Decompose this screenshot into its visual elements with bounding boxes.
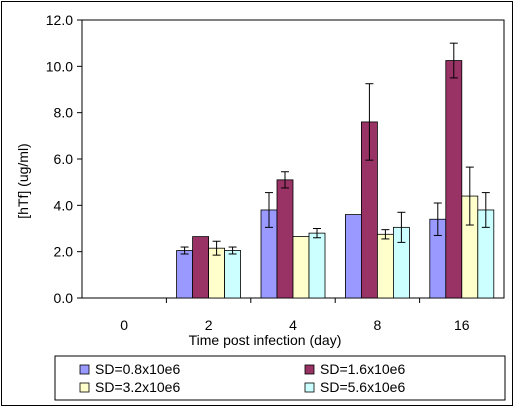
bar — [376, 233, 394, 299]
legend-label: SD=0.8x10e6 — [95, 361, 180, 377]
bar — [445, 60, 463, 299]
y-tick-label: 0.0 — [54, 290, 74, 306]
y-tick-label: 4.0 — [54, 197, 74, 213]
legend-box — [54, 355, 506, 401]
legend-swatch — [79, 364, 90, 375]
x-tick-label: 0 — [120, 317, 128, 333]
bar — [292, 236, 310, 299]
bar — [208, 247, 226, 299]
x-tick-label: 2 — [205, 317, 213, 333]
bar — [224, 250, 242, 299]
y-tick-label: 6.0 — [54, 151, 74, 167]
x-axis-label: Time post infection (day) — [189, 332, 342, 348]
y-axis-label: [hTf] (ug/ml) — [15, 143, 31, 218]
legend-label: SD=1.6x10e6 — [320, 361, 405, 377]
legend-swatch — [304, 364, 315, 375]
x-tick-label: 4 — [289, 317, 297, 333]
legend-label: SD=3.2x10e6 — [95, 379, 180, 395]
plot-area: 0.0 2.0 4.0 6.0 8.0 10.0 12.0 0 2 4 8 16 — [46, 12, 505, 333]
chart-border — [1, 1, 513, 406]
bar — [276, 179, 294, 299]
legend: SD=0.8x10e6 SD=1.6x10e6 SD=3.2x10e6 SD=5.6x… — [54, 355, 506, 401]
x-tick-label: 16 — [454, 317, 470, 333]
y-tick-label: 8.0 — [54, 105, 74, 121]
bar — [192, 236, 210, 299]
legend-label: SD=5.6x10e6 — [320, 379, 405, 395]
y-tick-label: 2.0 — [54, 244, 74, 260]
legend-swatch — [304, 382, 315, 393]
y-tick-label: 10.0 — [46, 58, 73, 74]
bar — [308, 232, 326, 299]
bar — [344, 214, 362, 299]
bar — [176, 250, 194, 299]
x-tick-label: 8 — [374, 317, 382, 333]
y-tick-label: 12.0 — [46, 12, 73, 28]
legend-swatch — [79, 382, 90, 393]
